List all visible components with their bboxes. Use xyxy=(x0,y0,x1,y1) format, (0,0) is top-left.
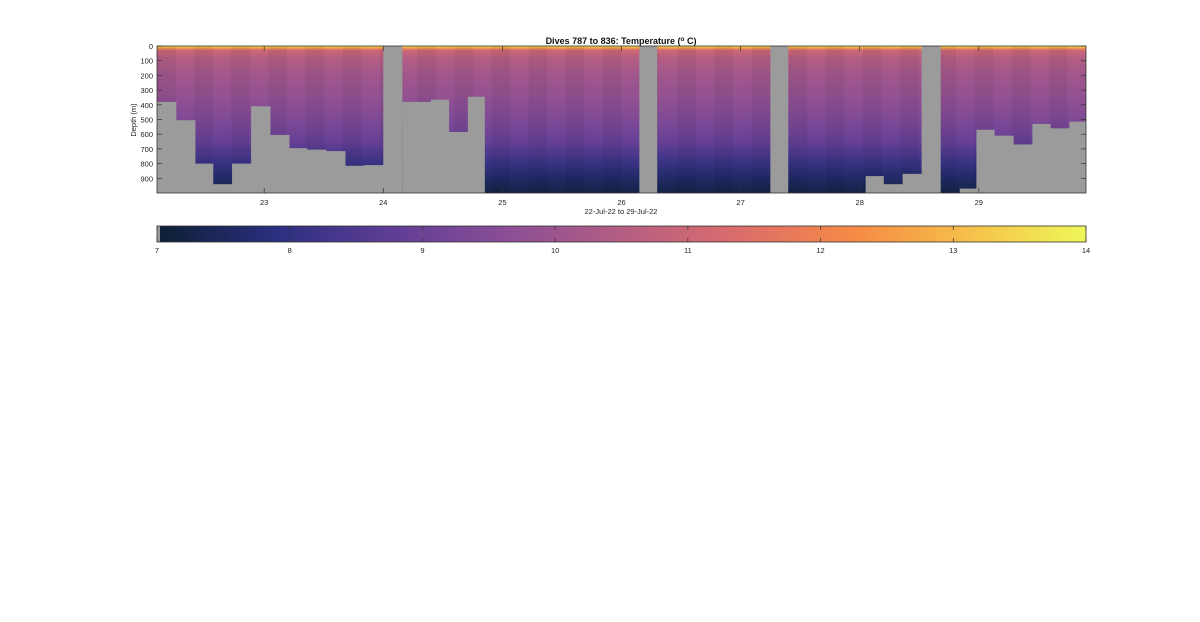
no-data-below-dive xyxy=(448,131,469,193)
dive-column xyxy=(528,46,548,193)
no-data-below-dive xyxy=(1032,123,1051,193)
dive-column xyxy=(788,46,808,193)
no-data-gap xyxy=(770,46,789,193)
no-data-below-dive xyxy=(364,165,384,193)
colorbar-fill xyxy=(157,226,1086,242)
colorbar-nodata-swatch xyxy=(157,226,160,242)
y-tick-label: 900 xyxy=(140,174,153,183)
no-data-below-dive xyxy=(270,134,290,193)
x-tick-label: 26 xyxy=(617,198,625,207)
colorbar-frame xyxy=(156,225,1087,243)
y-tick-label: 200 xyxy=(140,71,153,80)
no-data-below-dive xyxy=(467,96,485,193)
colorbar-tick-label: 8 xyxy=(288,246,292,255)
y-tick-label: 300 xyxy=(140,86,153,95)
y-tick-label: 600 xyxy=(140,130,153,139)
dive-column xyxy=(194,46,213,193)
dive-column xyxy=(565,46,585,193)
no-data-below-dive xyxy=(1013,144,1033,193)
x-tick-label: 29 xyxy=(975,198,983,207)
no-data-below-dive xyxy=(212,184,233,193)
no-data-gap xyxy=(921,46,941,193)
chart-title: Dives 787 to 836: Temperature (o C) xyxy=(546,36,697,46)
no-data-below-dive xyxy=(195,163,214,193)
x-tick-label: 23 xyxy=(260,198,268,207)
y-tick-label: 800 xyxy=(140,160,153,169)
no-data-below-dive xyxy=(976,129,995,193)
no-data-below-dive xyxy=(157,101,177,193)
x-tick-label: 25 xyxy=(498,198,506,207)
no-data-below-dive xyxy=(430,99,450,193)
no-data-below-dive xyxy=(289,148,308,193)
no-data-below-dive xyxy=(307,149,327,193)
x-tick-label: 24 xyxy=(379,198,387,207)
x-tick-label: 27 xyxy=(736,198,744,207)
colorbar-tick-label: 11 xyxy=(684,246,692,255)
no-data-below-dive xyxy=(902,173,922,193)
dive-column xyxy=(342,46,362,193)
dive-column xyxy=(677,46,696,193)
dive-column xyxy=(937,46,956,193)
no-data-gap xyxy=(639,46,658,193)
colorbar-tick-label: 12 xyxy=(816,246,824,255)
colorbar-tick-label: 7 xyxy=(155,246,159,255)
no-data-below-dive xyxy=(345,165,365,193)
y-tick-label: 100 xyxy=(140,57,153,66)
dive-column xyxy=(863,46,882,193)
no-data-below-dive xyxy=(994,135,1014,193)
no-data-below-dive xyxy=(1069,121,1086,193)
colorbar-tick-label: 14 xyxy=(1082,246,1090,255)
dive-column xyxy=(714,46,733,193)
no-data-below-dive xyxy=(232,163,252,193)
no-data-below-dive xyxy=(883,184,903,193)
no-data-below-dive xyxy=(428,101,432,193)
colorbar: 7 8 9 10 11 12 13 14 xyxy=(155,225,1090,255)
no-data-regions xyxy=(157,46,1086,193)
x-tick-label: 28 xyxy=(856,198,864,207)
dive-column xyxy=(751,46,771,193)
dive-column xyxy=(491,46,511,193)
no-data-gap xyxy=(383,46,403,193)
no-data-below-dive xyxy=(1050,128,1070,193)
dive-column xyxy=(231,46,250,193)
y-tick-label: 700 xyxy=(140,145,153,154)
no-data-below-dive xyxy=(176,120,196,193)
no-data-below-dive xyxy=(865,176,884,193)
x-axis-label: 22-Jul-22 to 29-Jul-22 xyxy=(585,207,658,216)
y-tick-label: 0 xyxy=(149,42,153,51)
y-axis: 0 100 200 300 400 500 600 700 800 900 xyxy=(140,42,1086,183)
no-data-below-dive xyxy=(251,106,271,193)
y-tick-label: 500 xyxy=(140,116,153,125)
temperature-section-plot xyxy=(157,46,1086,193)
y-tick-label: 400 xyxy=(140,101,153,110)
dive-column xyxy=(602,46,622,193)
no-data-below-dive xyxy=(959,188,977,193)
dive-column xyxy=(900,46,919,193)
colorbar-tick-label: 10 xyxy=(551,246,559,255)
no-data-below-dive xyxy=(326,151,346,193)
dive-column xyxy=(825,46,845,193)
x-axis: 23 24 25 26 27 28 29 xyxy=(260,46,983,207)
no-data-below-dive xyxy=(402,101,429,193)
colorbar-tick-label: 9 xyxy=(420,246,424,255)
colorbar-ticks: 7 8 9 10 11 12 13 14 xyxy=(155,226,1090,255)
colorbar-tick-label: 13 xyxy=(949,246,957,255)
y-axis-label: Depth (m) xyxy=(129,103,138,137)
